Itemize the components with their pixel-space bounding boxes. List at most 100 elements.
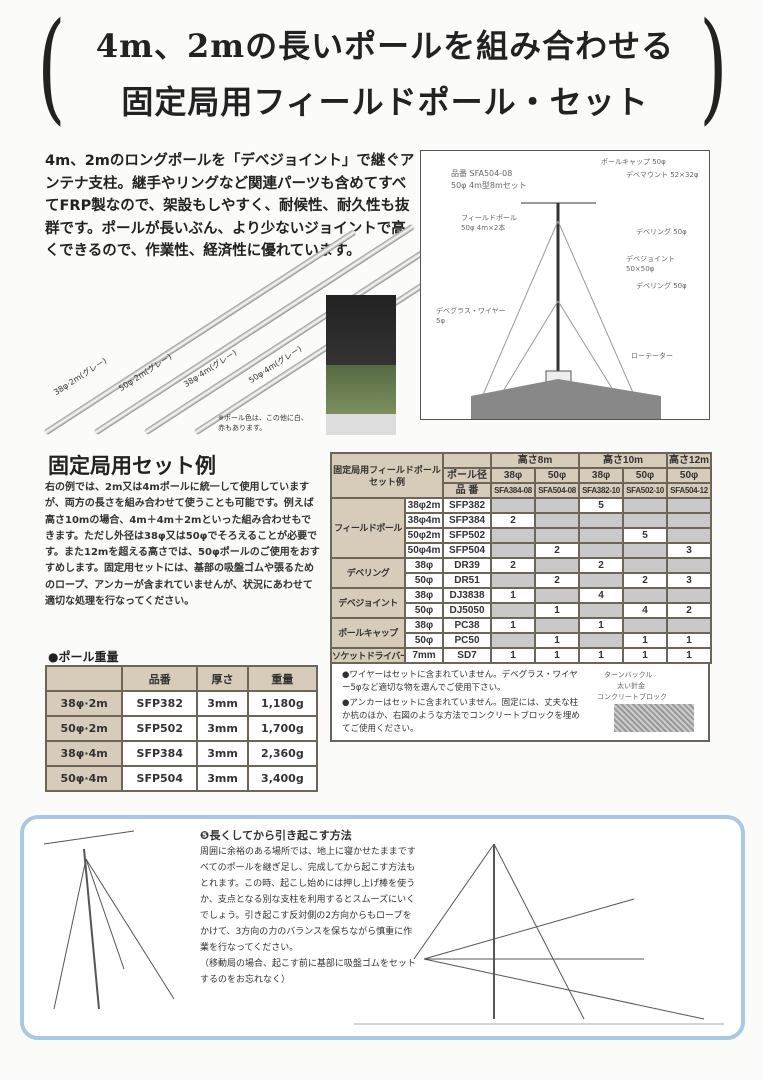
set-cell bbox=[578, 572, 625, 589]
set-cell: 高さ12m bbox=[666, 452, 713, 469]
set-cell: SD7 bbox=[442, 647, 493, 664]
raising-method-title: ❺長くしてから引き起こす方法 bbox=[200, 829, 352, 842]
set-cell: ポールキャップ bbox=[330, 617, 406, 649]
anchor-label: コンクリートブロック bbox=[597, 693, 667, 701]
set-cell: 1 bbox=[622, 647, 669, 664]
set-cell bbox=[534, 557, 581, 574]
set-cell: 1 bbox=[490, 617, 537, 634]
set-cell bbox=[490, 632, 537, 649]
set-cell: 固定局用フィールドポールセット例 bbox=[329, 452, 445, 499]
weight-row: 50φ·4m SFP504 3mm 3,400g bbox=[44, 765, 319, 792]
set-cell bbox=[442, 452, 493, 469]
set-cell bbox=[534, 587, 581, 604]
weight-cell: 1,700g bbox=[246, 715, 319, 742]
set-notes: ●ワイヤーはセットに含まれていません。デベグラス・ワイヤー5φなど適切な物を選ん… bbox=[330, 664, 710, 742]
set-row: フィールドポール 38φ2m SFP382 5 bbox=[330, 497, 713, 559]
set-cell: 50φ bbox=[666, 467, 713, 484]
set-cell: フィールドポール bbox=[330, 497, 406, 559]
set-cell: デベリング bbox=[330, 557, 406, 589]
diagram-label: ポールキャップ 50φ bbox=[601, 158, 666, 166]
set-cell: SFP382 bbox=[442, 497, 493, 514]
set-row: デベリング 38φ DR39 2 2 bbox=[330, 557, 713, 589]
set-row: デベジョイント 38φ DJ3838 1 4 bbox=[330, 587, 713, 619]
weight-row: 38φ·4m SFP384 3mm 2,360g bbox=[44, 740, 319, 767]
weight-cell: 50φ·4m bbox=[44, 765, 124, 792]
diagram-label: フィールドポール 50φ 4m×2本 bbox=[461, 214, 517, 232]
section-title: 固定局用セット例 bbox=[48, 454, 216, 478]
anchor-label: 太い針金 bbox=[617, 682, 645, 690]
set-cell bbox=[622, 557, 669, 574]
set-cell: 2 bbox=[490, 512, 537, 529]
set-cell: 38φ bbox=[403, 617, 445, 634]
diagram-label: デベマウント 52×32φ bbox=[626, 171, 699, 179]
pole-label: 38φ·2m(グレー) bbox=[52, 356, 109, 398]
weight-cell: 3mm bbox=[196, 740, 249, 767]
raising-method-text: ❺長くしてから引き起こす方法 周囲に余裕のある場所では、地上に寝かせたままですべ… bbox=[200, 828, 420, 988]
anchor-label: ターンバックル bbox=[604, 671, 653, 679]
open-paren: ( bbox=[37, 0, 66, 137]
weight-cell: 3mm bbox=[196, 715, 249, 742]
set-cell: DR39 bbox=[442, 557, 493, 574]
set-row: 38φ4m SFP384 2 bbox=[331, 512, 713, 529]
set-cell: DJ5050 bbox=[442, 602, 493, 619]
set-cell: SFA502-10 bbox=[622, 482, 669, 499]
weight-row: 50φ·2m SFP502 3mm 1,700g bbox=[44, 715, 319, 742]
set-cell: SFP502 bbox=[442, 527, 493, 544]
raising-method-body: 周囲に余裕のある場所では、地上に寝かせたままですべてのポールを継ぎ足し、完成して… bbox=[200, 847, 416, 953]
weight-header-row: 品番 厚さ 重量 bbox=[44, 665, 319, 692]
weight-cell: 3mm bbox=[196, 690, 249, 717]
set-cell bbox=[534, 512, 581, 529]
diagram-code: 品番 SFA504-08 bbox=[451, 169, 513, 178]
set-cell: 50φ bbox=[622, 467, 669, 484]
weight-header bbox=[44, 665, 124, 692]
set-cell bbox=[666, 512, 713, 529]
set-cell bbox=[622, 542, 669, 559]
set-cell: 38φ bbox=[490, 467, 537, 484]
weight-cell: SFP384 bbox=[121, 740, 199, 767]
set-row: 50φ DJ5050 1 4 2 bbox=[331, 602, 713, 619]
weight-cell: 38φ·4m bbox=[44, 740, 124, 767]
set-cell: 50φ bbox=[403, 572, 445, 589]
weight-cell: 2,360g bbox=[246, 740, 319, 767]
diagram-label: ローテーター bbox=[631, 352, 673, 360]
set-cell: SFA384-08 bbox=[490, 482, 537, 499]
set-row: 50φ PC50 1 1 1 bbox=[331, 632, 713, 649]
set-cell: 1 bbox=[578, 647, 625, 664]
set-row: 50φ2m SFP502 5 bbox=[331, 527, 713, 544]
set-cell: ソケットドライバー bbox=[330, 647, 406, 664]
set-row: 50φ4m SFP504 2 3 bbox=[331, 542, 713, 559]
set-note: ●ワイヤーはセットに含まれていません。デベグラス・ワイヤー5φなど適切な物を選ん… bbox=[342, 670, 578, 693]
set-row: 固定局用フィールドポールセット例 高さ8m 高さ10m 高さ12m bbox=[329, 452, 713, 499]
diagram-label: デベグラス・ワイヤー 5φ bbox=[436, 307, 506, 325]
set-cell: 1 bbox=[490, 587, 537, 604]
set-cell: 7mm bbox=[403, 647, 445, 664]
weight-cell: 50φ·2m bbox=[44, 715, 124, 742]
weight-cell: 38φ·2m bbox=[44, 690, 124, 717]
diagram-desc: 50φ 4m型8mセット bbox=[451, 181, 527, 190]
set-cell: ポール径 bbox=[442, 467, 493, 484]
set-cell bbox=[578, 602, 625, 619]
anchor-block-illustration bbox=[614, 704, 694, 732]
weight-cell: 3,400g bbox=[246, 765, 319, 792]
set-section: 固定局用フィールドポールセット例 高さ8m 高さ10m 高さ12m ポール径 38φ 50φ… bbox=[329, 452, 713, 742]
set-row: 50φ DR51 2 2 3 bbox=[331, 572, 713, 589]
set-table: 固定局用フィールドポールセット例 高さ8m 高さ10m 高さ12m ポール径 38φ 50φ… bbox=[329, 452, 713, 664]
weight-title: ●ポール重量 bbox=[48, 650, 119, 664]
set-cell: 1 bbox=[666, 632, 713, 649]
set-cell: 50φ2m bbox=[403, 527, 445, 544]
weight-cell: SFP502 bbox=[121, 715, 199, 742]
set-cell bbox=[578, 632, 625, 649]
set-cell bbox=[490, 602, 537, 619]
weight-cell: 1,180g bbox=[246, 690, 319, 717]
set-cell: 2 bbox=[534, 572, 581, 589]
set-cell bbox=[666, 557, 713, 574]
weight-header: 重量 bbox=[246, 665, 319, 692]
set-cell: SFA504-12 bbox=[666, 482, 713, 499]
intro-text: 4m、2mのロングポールを「デベジョイント」で継ぐアンテナ支柱。継手やリングなど… bbox=[45, 153, 415, 259]
set-cell bbox=[666, 527, 713, 544]
set-cell: 4 bbox=[578, 587, 625, 604]
set-cell: 1 bbox=[622, 632, 669, 649]
title-line2: 固定局用フィールドポール・セット bbox=[121, 83, 649, 121]
set-cell bbox=[666, 497, 713, 514]
raising-method-panel bbox=[20, 815, 745, 1040]
